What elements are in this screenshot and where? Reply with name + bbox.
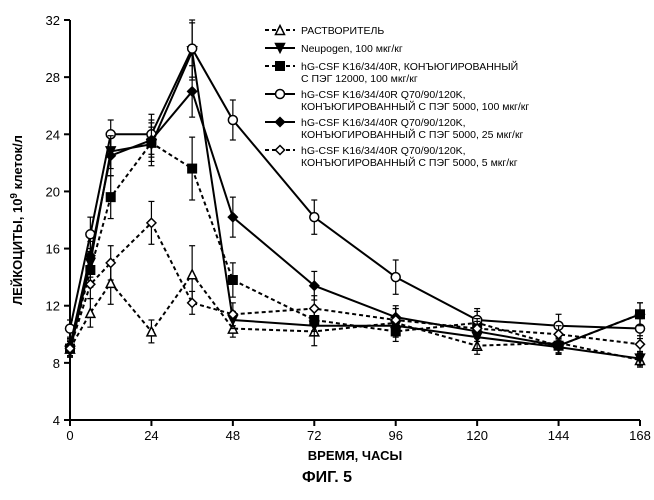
legend-entry: РАСТВОРИТЕЛЬ <box>265 25 384 37</box>
svg-text:hG-CSF K16/34/40R, КОНЪЮГИРОВА: hG-CSF K16/34/40R, КОНЪЮГИРОВАННЫЙ <box>301 60 518 73</box>
svg-text:ФИГ. 5: ФИГ. 5 <box>302 469 352 486</box>
svg-text:28: 28 <box>46 70 60 85</box>
svg-text:hG-CSF K16/34/40R Q70/90/120K,: hG-CSF K16/34/40R Q70/90/120K, <box>301 89 466 101</box>
svg-text:КОНЪЮГИРОВАННЫЙ С ПЭГ 5000, 5: КОНЪЮГИРОВАННЫЙ С ПЭГ 5000, 5 мкг/кг <box>301 156 518 169</box>
svg-text:48: 48 <box>226 428 240 443</box>
svg-text:0: 0 <box>66 428 73 443</box>
legend-entry: hG-CSF K16/34/40R Q70/90/120K,КОНЪЮГИРОВ… <box>265 89 529 113</box>
legend-entry: Neupogen, 100 мкг/кг <box>265 43 403 55</box>
svg-text:hG-CSF K16/34/40R Q70/90/120K,: hG-CSF K16/34/40R Q70/90/120K, <box>301 117 466 129</box>
svg-text:С ПЭГ 12000, 100 мкг/кг: С ПЭГ 12000, 100 мкг/кг <box>301 73 418 85</box>
legend-entry: hG-CSF K16/34/40R, КОНЪЮГИРОВАННЫЙС ПЭГ … <box>265 60 518 85</box>
svg-text:ВРЕМЯ, ЧАСЫ: ВРЕМЯ, ЧАСЫ <box>308 448 402 463</box>
svg-text:20: 20 <box>46 184 60 199</box>
svg-text:144: 144 <box>548 428 570 443</box>
svg-text:РАСТВОРИТЕЛЬ: РАСТВОРИТЕЛЬ <box>301 25 384 37</box>
svg-text:КОНЪЮГИРОВАННЫЙ С ПЭГ 5000, 25: КОНЪЮГИРОВАННЫЙ С ПЭГ 5000, 25 мкг/кг <box>301 128 524 141</box>
svg-text:4: 4 <box>53 413 60 428</box>
svg-text:72: 72 <box>307 428 321 443</box>
svg-text:24: 24 <box>144 428 158 443</box>
svg-text:32: 32 <box>46 13 60 28</box>
svg-text:12: 12 <box>46 299 60 314</box>
legend-entry: hG-CSF K16/34/40R Q70/90/120K,КОНЪЮГИРОВ… <box>265 117 524 141</box>
svg-text:168: 168 <box>629 428 651 443</box>
chart: 02448729612014416848121620242832ВРЕМЯ, Ч… <box>0 0 654 500</box>
svg-text:ЛЕЙКОЦИТЫ, 109 клеток/л: ЛЕЙКОЦИТЫ, 109 клеток/л <box>9 135 25 305</box>
svg-text:96: 96 <box>388 428 402 443</box>
svg-text:8: 8 <box>53 356 60 371</box>
svg-text:hG-CSF K16/34/40R Q70/90/120K,: hG-CSF K16/34/40R Q70/90/120K, <box>301 145 466 157</box>
svg-text:120: 120 <box>466 428 488 443</box>
svg-text:24: 24 <box>46 127 60 142</box>
svg-text:КОНЪЮГИРОВАННЫЙ С ПЭГ 5000, 10: КОНЪЮГИРОВАННЫЙ С ПЭГ 5000, 100 мкг/кг <box>301 100 529 113</box>
svg-text:16: 16 <box>46 242 60 257</box>
svg-text:Neupogen, 100 мкг/кг: Neupogen, 100 мкг/кг <box>301 43 403 55</box>
legend-entry: hG-CSF K16/34/40R Q70/90/120K,КОНЪЮГИРОВ… <box>265 145 518 169</box>
